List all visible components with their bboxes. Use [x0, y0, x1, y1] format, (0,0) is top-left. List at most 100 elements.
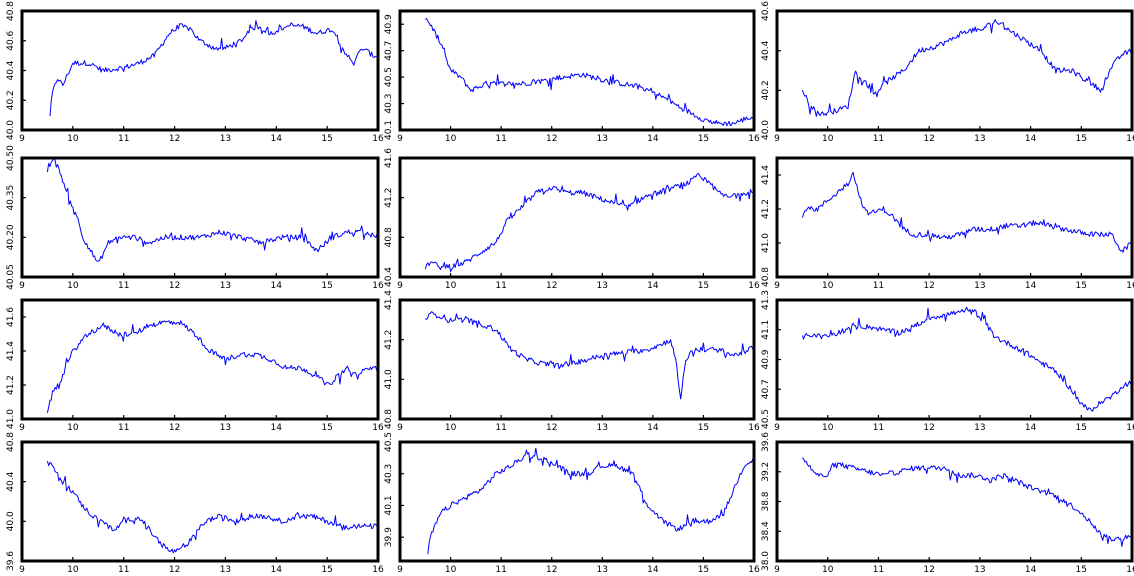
x-tick-label: 16	[1126, 281, 1134, 291]
y-tick-label: 40.0	[6, 120, 16, 140]
x-tick-label: 10	[67, 423, 79, 433]
y-tick-label: 40.0	[761, 120, 771, 140]
x-tick-label: 13	[974, 565, 985, 575]
x-tick-label: 12	[923, 565, 934, 575]
series-line-6	[801, 171, 1132, 253]
panel-9: 9 10 11 12 13 14 15 16 40.5 40.7 40.9 41.1 41.3	[761, 290, 1134, 433]
y-tick-label: 41.6	[384, 148, 394, 168]
y-tick-label: 41.4	[6, 341, 16, 361]
x-tick-label: 16	[372, 281, 384, 291]
y-tick-label: 40.1	[384, 120, 394, 140]
x-tick-label: 16	[372, 134, 384, 144]
x-tick-label: 16	[748, 565, 760, 575]
x-tick-label: 9	[774, 565, 780, 575]
y-tick-label: 39.6	[6, 551, 16, 571]
series-line-8	[425, 311, 754, 400]
x-tick-label: 16	[748, 134, 760, 144]
y-tick-label: 40.4	[6, 471, 16, 491]
x-tick-label: 9	[397, 423, 403, 433]
x-tick-label: 11	[118, 134, 129, 144]
x-tick-label: 14	[647, 423, 659, 433]
x-tick-label: 14	[271, 134, 283, 144]
x-tick-label: 15	[698, 565, 709, 575]
x-tick-label: 14	[271, 565, 283, 575]
y-tick-label: 40.2	[761, 80, 771, 100]
x-tick-label: 13	[597, 281, 608, 291]
series-line-12	[802, 457, 1132, 547]
x-tick-label: 11	[118, 423, 129, 433]
x-tick-label: 16	[1126, 423, 1134, 433]
x-tick-label: 10	[822, 134, 834, 144]
x-tick-label: 9	[397, 565, 403, 575]
x-tick-label: 12	[546, 565, 557, 575]
y-tick-label: 41.2	[761, 199, 771, 219]
y-tick-label: 38.8	[761, 491, 771, 511]
x-tick-label: 16	[1126, 565, 1134, 575]
y-tick-label: 39.6	[761, 432, 771, 452]
x-tick-label: 13	[220, 134, 231, 144]
series-line-7	[46, 320, 378, 414]
y-tick-label: 40.35	[6, 185, 16, 211]
x-tick-label: 9	[774, 281, 780, 291]
x-tick-label: 9	[397, 134, 403, 144]
x-tick-label: 10	[445, 423, 457, 433]
y-tick-label: 40.4	[384, 267, 394, 287]
x-tick-label: 14	[1025, 423, 1037, 433]
x-tick-label: 9	[19, 281, 25, 291]
y-tick-label: 41.3	[761, 290, 771, 310]
x-tick-label: 9	[19, 134, 25, 144]
x-tick-label: 16	[748, 423, 760, 433]
x-tick-label: 16	[372, 423, 384, 433]
y-tick-label: 40.4	[6, 60, 16, 80]
x-tick-label: 12	[923, 281, 934, 291]
y-tick-label: 40.5	[384, 67, 394, 87]
y-tick-label: 40.6	[761, 1, 771, 21]
panel-5: 9 10 11 12 13 14 15 16 40.4 40.8 41.2 41.6	[384, 148, 760, 291]
y-tick-label: 40.3	[384, 94, 394, 114]
y-tick-label: 40.3	[384, 464, 394, 484]
x-tick-label: 10	[445, 281, 457, 291]
plot-frame	[20, 298, 380, 421]
y-tick-label: 40.2	[6, 90, 16, 110]
x-tick-label: 12	[546, 423, 557, 433]
x-tick-label: 14	[1025, 134, 1037, 144]
series-line-1	[49, 20, 378, 117]
x-tick-label: 10	[445, 565, 457, 575]
y-tick-label: 40.7	[761, 379, 771, 399]
x-tick-label: 10	[822, 281, 834, 291]
plot-frame	[398, 156, 756, 279]
y-tick-label: 40.8	[761, 267, 771, 287]
plot-frame	[398, 440, 756, 563]
y-tick-label: 40.20	[6, 224, 16, 250]
panel-7: 9 10 11 12 13 14 15 16 41.0 41.2 41.4 41.6	[6, 298, 384, 433]
plot-frame	[398, 9, 756, 132]
y-tick-label: 41.2	[6, 375, 16, 395]
series-line-11	[427, 447, 754, 555]
x-tick-label: 11	[873, 281, 884, 291]
y-tick-label: 41.2	[384, 188, 394, 208]
y-tick-label: 40.6	[6, 30, 16, 50]
x-tick-label: 11	[873, 423, 884, 433]
x-tick-label: 12	[923, 423, 934, 433]
x-tick-label: 11	[495, 134, 506, 144]
x-tick-label: 13	[597, 134, 608, 144]
x-tick-label: 13	[220, 423, 231, 433]
x-tick-label: 9	[774, 134, 780, 144]
y-tick-label: 38.4	[761, 521, 771, 541]
y-tick-label: 41.1	[761, 320, 771, 340]
x-tick-label: 10	[67, 565, 79, 575]
y-tick-label: 40.50	[6, 145, 16, 171]
plot-frame	[20, 156, 380, 279]
y-tick-label: 41.6	[6, 307, 16, 327]
series-line-10	[46, 461, 378, 554]
x-tick-label: 14	[1025, 281, 1037, 291]
x-tick-label: 13	[974, 281, 985, 291]
x-tick-label: 14	[647, 565, 659, 575]
panel-3: 9 10 11 12 13 14 15 16 40.0 40.2 40.4 40.6	[761, 1, 1134, 144]
y-tick-label: 41.4	[384, 290, 394, 310]
x-tick-label: 11	[873, 134, 884, 144]
plot-frame	[775, 440, 1134, 563]
y-tick-label: 40.8	[384, 409, 394, 429]
x-tick-label: 15	[698, 281, 709, 291]
x-tick-label: 16	[372, 565, 384, 575]
